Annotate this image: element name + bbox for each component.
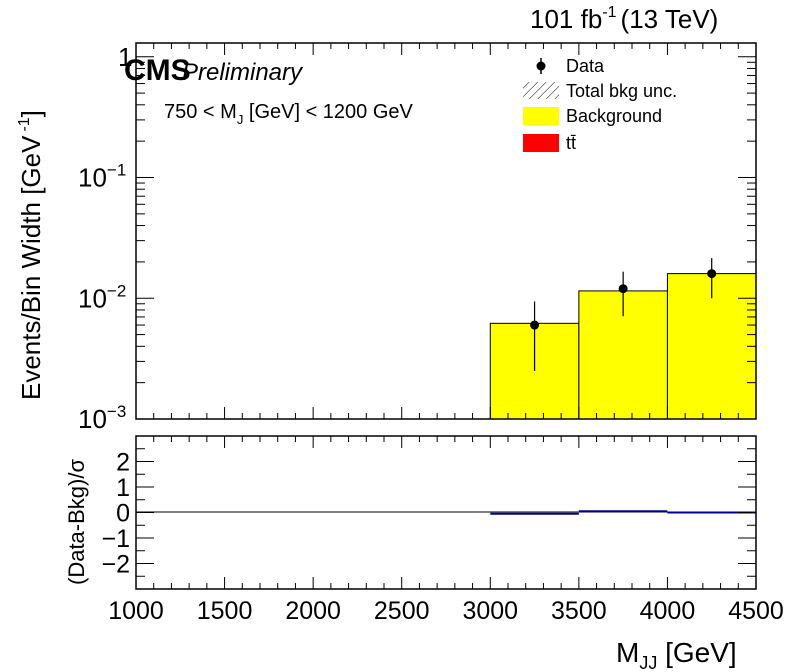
y-tick-label: 10−3 — [78, 402, 126, 434]
ratio-y-tick-label: 2 — [116, 449, 130, 477]
ratio-y-tick-label: 1 — [116, 474, 130, 502]
legend-entry-ttbar: tt̄ — [523, 133, 576, 153]
svg-text:Total bkg unc.: Total bkg unc. — [566, 81, 677, 101]
ratio-y-tick-label: −1 — [101, 525, 130, 553]
x-tick-label: 1500 — [197, 597, 253, 625]
preliminary-label: Preliminary — [182, 59, 304, 86]
x-tick-label: 2000 — [285, 597, 341, 625]
ttbar-swatch-icon — [523, 134, 559, 152]
x-tick-label: 4500 — [728, 597, 784, 625]
lumi-label: 101 fb-1 (13 TeV) — [530, 4, 718, 34]
svg-text:Background: Background — [566, 106, 662, 126]
svg-text:tt̄: tt̄ — [566, 133, 576, 153]
data-point — [618, 284, 628, 294]
ratio-axis-ticks: 210−1−2 1000 1500 2000 2500 3000 3500 4000 4500 — [101, 436, 784, 625]
y-tick-label: 10−2 — [78, 281, 126, 313]
cms-label: CMS — [124, 54, 191, 87]
data-points — [530, 258, 717, 371]
selection-label: 750 < MJ [GeV] < 1200 GeV — [164, 101, 414, 127]
main-y-axis-title: Events/Bin Width [GeV-1] — [16, 110, 46, 400]
data-point — [707, 269, 717, 279]
ratio-y-axis-title: (Data-Bkg)/σ — [64, 459, 89, 585]
x-axis-title: MJJ [GeV] — [616, 637, 737, 672]
hatch-icon — [523, 82, 559, 99]
x-tick-label: 4000 — [640, 597, 696, 625]
ratio-panel-border — [135, 435, 757, 590]
data-marker-icon — [536, 61, 546, 71]
main-panel-border — [135, 42, 757, 420]
ratio-y-tick-label: 0 — [116, 500, 130, 528]
x-tick-label: 3000 — [462, 597, 518, 625]
x-tick-label: 2500 — [374, 597, 430, 625]
legend: Data Total bkg unc. Background tt̄ — [523, 56, 677, 153]
ratio-y-tick-label: −2 — [101, 551, 130, 579]
legend-entry-data: Data — [536, 56, 605, 76]
x-tick-label: 1000 — [108, 597, 164, 625]
x-tick-label: 3500 — [551, 597, 607, 625]
y-tick-label: 10−1 — [78, 161, 126, 193]
legend-entry-background: Background — [523, 106, 662, 126]
main-axis-ticks: 10−3 10−2 10−1 1 — [78, 42, 757, 434]
svg-text:Data: Data — [566, 56, 605, 76]
legend-entry-unc: Total bkg unc. — [523, 81, 677, 101]
data-point — [530, 320, 540, 330]
y-tick-label: 1 — [118, 42, 132, 72]
background-swatch-icon — [523, 107, 559, 125]
